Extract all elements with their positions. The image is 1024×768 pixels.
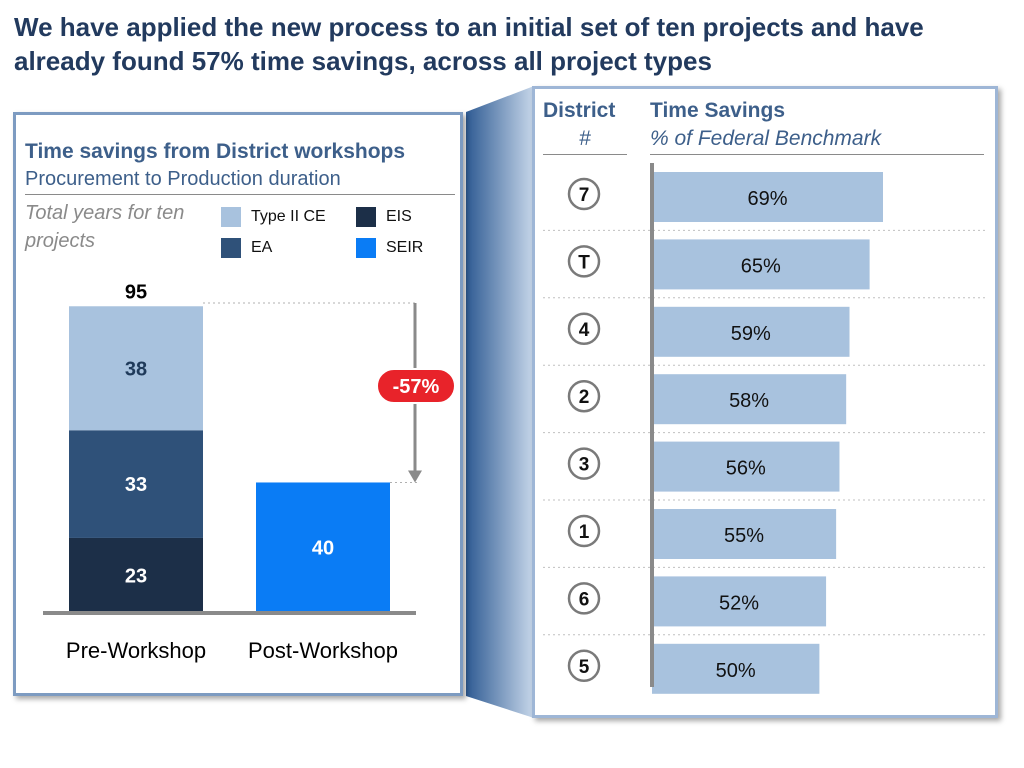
district-header: District bbox=[543, 99, 616, 122]
legend-label: EA bbox=[251, 239, 273, 256]
district-label: T bbox=[578, 252, 590, 273]
legend-label: Type II CE bbox=[251, 208, 326, 225]
stacked-bar-chart: 23 33 38 95 Pre-Workshop 40 Post-Workshop -57% bbox=[43, 281, 456, 663]
legend-swatch bbox=[356, 238, 376, 258]
district-badge bbox=[567, 514, 601, 548]
reduction-arrow-head bbox=[408, 470, 422, 483]
district-savings-panel: District # Time Savings % of Federal Ben… bbox=[532, 86, 998, 718]
bar-total-label: 95 bbox=[125, 281, 147, 303]
savings-bar bbox=[652, 643, 820, 694]
savings-header: Time Savings bbox=[650, 99, 786, 122]
savings-bar bbox=[652, 239, 870, 290]
savings-value-label: 56% bbox=[726, 458, 766, 480]
savings-bar bbox=[652, 172, 883, 222]
savings-bar bbox=[652, 306, 850, 357]
savings-bar bbox=[652, 576, 827, 627]
legend-item-eis: EIS bbox=[356, 207, 412, 227]
panel-subtitle: Procurement to Production duration bbox=[25, 168, 341, 190]
district-badge bbox=[567, 245, 601, 278]
legend-item-type-ii-ce: Type II CE bbox=[221, 207, 326, 227]
legend-swatch bbox=[221, 238, 241, 258]
savings-value-label: 65% bbox=[741, 255, 781, 277]
savings-value-label: 69% bbox=[747, 188, 787, 210]
district-header-rule bbox=[543, 154, 627, 155]
savings-bar bbox=[652, 509, 837, 559]
district-savings-chart: 69% 7 65% T 59% 4 58% 2 56% 3 55% 1 52% 6 50% 5 bbox=[543, 163, 987, 694]
bar-value-label: 38 bbox=[125, 358, 147, 380]
district-label: 5 bbox=[579, 657, 590, 678]
legend-label: SEIR bbox=[386, 239, 424, 256]
title-divider bbox=[25, 194, 455, 195]
reduction-callout-label: -57% bbox=[393, 376, 440, 398]
district-label: 3 bbox=[579, 455, 590, 476]
legend-swatch bbox=[221, 207, 241, 227]
bar-value-label: 40 bbox=[312, 538, 334, 560]
legend-item-ea: EA bbox=[221, 238, 272, 258]
savings-value-label: 59% bbox=[731, 323, 771, 345]
savings-bar bbox=[652, 441, 840, 492]
district-badge bbox=[567, 649, 601, 683]
category-label: Post-Workshop bbox=[248, 638, 398, 663]
category-label: Pre-Workshop bbox=[66, 638, 206, 663]
legend-item-seir: SEIR bbox=[356, 238, 423, 258]
district-label: 7 bbox=[579, 185, 590, 206]
savings-value-label: 55% bbox=[724, 525, 764, 547]
savings-bar bbox=[652, 374, 847, 425]
district-badge bbox=[567, 447, 601, 480]
bar-ea-pre bbox=[69, 430, 203, 538]
legend-swatch bbox=[356, 207, 376, 227]
district-badge bbox=[567, 379, 601, 413]
savings-value-label: 52% bbox=[719, 592, 759, 614]
workshop-savings-panel: Time savings from District workshops Pro… bbox=[13, 112, 463, 696]
headline: We have applied the new process to an in… bbox=[14, 12, 924, 76]
legend-label: EIS bbox=[386, 208, 412, 225]
bar-value-label: 23 bbox=[125, 565, 147, 587]
bar-value-label: 33 bbox=[125, 474, 147, 496]
bar-eis-pre bbox=[69, 537, 203, 613]
district-badge bbox=[567, 582, 601, 615]
savings-value-label: 50% bbox=[716, 660, 756, 682]
savings-value-label: 58% bbox=[729, 390, 769, 412]
district-subheader: # bbox=[579, 127, 591, 150]
savings-header-rule bbox=[650, 154, 984, 155]
district-label: 1 bbox=[579, 522, 590, 543]
reduction-callout-pill bbox=[376, 368, 456, 404]
panel-title: Time savings from District workshops bbox=[25, 140, 406, 163]
unit-label: Total years for ten projects bbox=[25, 202, 185, 252]
district-badge bbox=[567, 312, 601, 346]
district-label: 6 bbox=[579, 589, 590, 610]
bar-type-ii-ce-pre bbox=[69, 306, 203, 431]
bar-seir-post bbox=[256, 482, 390, 613]
district-label: 2 bbox=[579, 387, 590, 408]
savings-subheader: % of Federal Benchmark bbox=[650, 127, 882, 150]
district-badge bbox=[567, 177, 601, 211]
district-label: 4 bbox=[579, 320, 590, 341]
